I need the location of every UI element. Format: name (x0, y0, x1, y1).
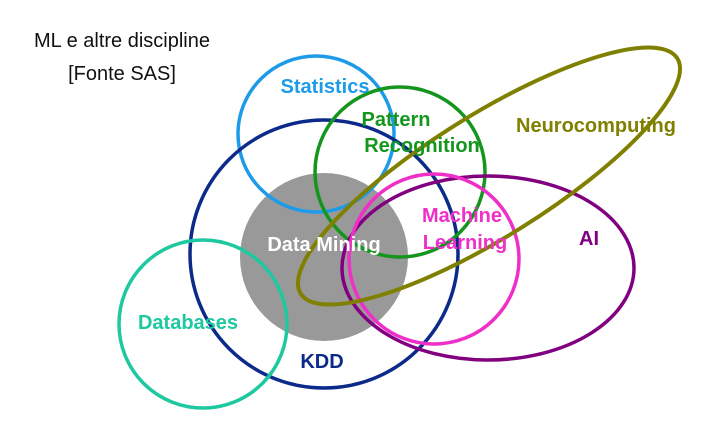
databases-label: Databases (138, 312, 238, 334)
pattern-recognition-circle (313, 85, 487, 259)
machine-learning-label-line1: Machine (422, 205, 502, 227)
data-mining-label: Data Mining (267, 234, 380, 256)
ai-label: AI (579, 228, 599, 250)
machine-learning-label-line2: Learning (423, 232, 507, 254)
machine-learning-circle (347, 172, 521, 346)
caption-title: ML e altre discipline (34, 30, 210, 52)
neurocomputing-label: Neurocomputing (516, 115, 676, 137)
kdd-label: KDD (300, 351, 343, 373)
ai-ellipse (340, 174, 636, 362)
neurocomputing-ellipse (295, 45, 683, 307)
statistics-label: Statistics (281, 76, 370, 98)
databases-circle (117, 238, 289, 410)
kdd-circle (188, 118, 460, 390)
caption-source: [Fonte SAS] (68, 63, 176, 85)
statistics-circle (236, 54, 396, 214)
pattern-recognition-label-line2: Recognition (364, 135, 480, 157)
pattern-recognition-label-line1: Pattern (362, 109, 431, 131)
